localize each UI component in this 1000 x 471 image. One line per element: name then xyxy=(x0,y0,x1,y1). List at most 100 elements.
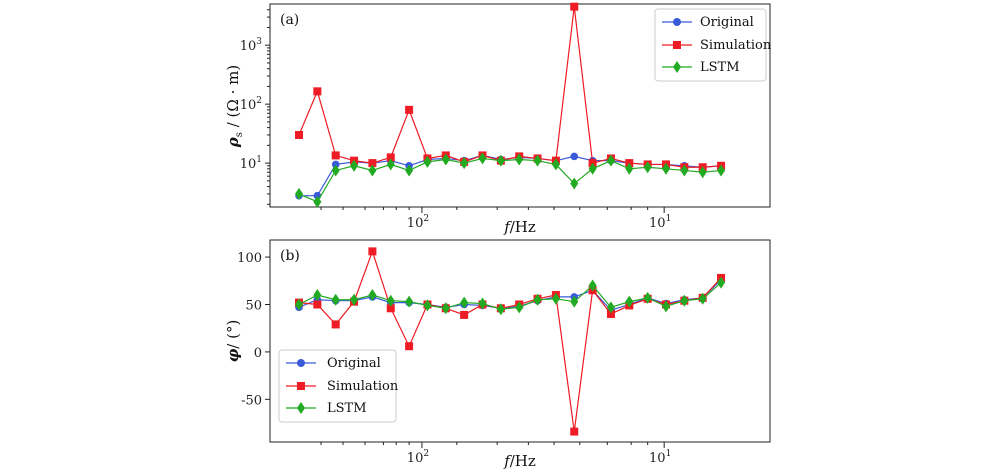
point-lstm-b-7 xyxy=(423,299,432,312)
point-simulation-b-6 xyxy=(405,342,414,351)
point-lstm-a-22 xyxy=(698,166,707,179)
ytick-label-a-2: 103 xyxy=(240,37,263,54)
legend-marker-original xyxy=(297,359,305,367)
legend-box xyxy=(278,349,397,423)
point-lstm-b-13 xyxy=(533,293,542,306)
legend-entry-lstm: LSTM xyxy=(286,401,367,416)
ytick-label-b-2: 50 xyxy=(245,298,262,313)
point-lstm-b-19 xyxy=(643,291,652,304)
point-lstm-b-9 xyxy=(460,296,469,309)
xtick-label-a-1: 101 xyxy=(649,214,671,231)
point-lstm-b-20 xyxy=(662,300,670,313)
panel-a-frame xyxy=(269,3,771,208)
legend-label-simulation: Simulation xyxy=(327,379,399,394)
legend-entry-simulation: Simulation xyxy=(662,38,772,53)
legend-label-lstm: LSTM xyxy=(327,401,367,416)
point-original-a-15 xyxy=(570,152,579,161)
point-lstm-a-7 xyxy=(423,155,432,168)
point-lstm-b-2 xyxy=(331,293,340,306)
point-lstm-a-18 xyxy=(625,162,634,175)
point-simulation-a-2 xyxy=(331,151,340,160)
point-lstm-a-3 xyxy=(350,159,359,172)
legend-label-original: Original xyxy=(700,15,754,30)
point-lstm-a-15 xyxy=(570,177,579,190)
point-lstm-b-8 xyxy=(441,302,450,315)
point-simulation-a-0 xyxy=(295,130,303,139)
point-simulation-a-15 xyxy=(570,2,579,11)
point-simulation-a-4 xyxy=(368,159,377,168)
legend-entry-original: Original xyxy=(286,356,381,371)
point-lstm-b-14 xyxy=(551,292,560,305)
point-lstm-a-11 xyxy=(496,154,505,167)
panel-b-ticks: -50 0 50 100 102 101 xyxy=(237,251,671,466)
point-lstm-a-17 xyxy=(606,154,615,167)
panel-a-resistivity: (a) 101 102 103 102 101 ρs / (Ω · m) f/Hz Or… xyxy=(224,2,772,236)
ytick-label-a-0: 101 xyxy=(240,155,262,172)
point-lstm-b-23 xyxy=(717,276,726,289)
ytick-label-b-0: -50 xyxy=(241,393,262,408)
point-lstm-b-3 xyxy=(350,293,359,306)
panel-b-phase: (b) -50 0 50 100 102 101 φ/ (°) f/Hz Original… xyxy=(224,239,771,470)
point-lstm-b-22 xyxy=(698,292,707,305)
point-lstm-a-21 xyxy=(680,164,689,177)
ytick-label-a-1: 102 xyxy=(240,96,262,113)
point-lstm-a-6 xyxy=(405,164,414,177)
point-simulation-b-17 xyxy=(606,309,615,318)
point-simulation-b-2 xyxy=(331,320,340,329)
legend-label-lstm: LSTM xyxy=(700,60,740,75)
legend-marker-lstm xyxy=(297,402,305,414)
point-simulation-a-5 xyxy=(386,153,395,162)
panel-a-series xyxy=(295,2,726,208)
point-lstm-a-16 xyxy=(588,162,597,175)
panel-b-ylabel: φ/ (°) xyxy=(224,320,242,363)
xtick-label-a-0: 102 xyxy=(407,214,429,231)
panel-a-ylabel: ρs / (Ω · m) xyxy=(224,65,245,148)
point-lstm-b-16 xyxy=(588,279,597,292)
xtick-label-b-0: 102 xyxy=(407,449,429,466)
point-lstm-a-13 xyxy=(533,154,542,167)
point-lstm-a-4 xyxy=(368,164,377,177)
legend-marker-original xyxy=(673,18,681,26)
point-lstm-a-1 xyxy=(313,195,322,208)
point-simulation-a-6 xyxy=(405,105,414,114)
legend-label-original: Original xyxy=(327,356,381,371)
point-lstm-b-11 xyxy=(496,303,505,316)
legend-entry-lstm: LSTM xyxy=(662,60,740,75)
panel-a-label: (a) xyxy=(280,12,299,28)
point-lstm-a-0 xyxy=(295,187,303,200)
xtick-label-b-1: 101 xyxy=(649,449,671,466)
panel-b-series xyxy=(295,247,726,436)
point-lstm-b-0 xyxy=(295,298,303,311)
legend-box xyxy=(654,8,767,82)
point-lstm-a-2 xyxy=(331,164,340,177)
point-lstm-b-1 xyxy=(313,289,322,302)
point-original-a-2 xyxy=(331,160,340,169)
point-lstm-b-21 xyxy=(680,294,689,307)
point-lstm-a-5 xyxy=(386,158,395,171)
legend-label-simulation: Simulation xyxy=(700,38,772,53)
panel-b-xlabel: f/Hz xyxy=(503,452,536,470)
point-lstm-a-23 xyxy=(717,164,726,177)
point-lstm-a-20 xyxy=(662,162,670,175)
series-line-original-b xyxy=(298,279,722,311)
point-simulation-b-15 xyxy=(570,427,579,436)
panel-a-legend: Original Simulation LSTM xyxy=(654,8,772,82)
panel-a-xlabel: f/Hz xyxy=(503,218,536,236)
ytick-label-b-1: 0 xyxy=(254,346,262,361)
panel-a-ticks: 101 102 103 102 101 xyxy=(240,9,671,231)
series-line-lstm-b xyxy=(298,282,722,310)
panel-b-frame xyxy=(269,239,771,443)
point-lstm-a-8 xyxy=(441,153,450,166)
point-lstm-b-4 xyxy=(368,289,377,302)
point-simulation-b-4 xyxy=(368,247,377,256)
point-simulation-b-1 xyxy=(313,300,322,309)
ytick-label-b-3: 100 xyxy=(237,251,262,266)
legend-marker-simulation xyxy=(297,382,305,390)
point-lstm-b-6 xyxy=(405,295,414,308)
point-lstm-b-17 xyxy=(606,301,615,314)
panel-b-legend: Original Simulation LSTM xyxy=(278,349,399,423)
point-lstm-a-14 xyxy=(551,158,560,171)
legend-marker-lstm xyxy=(673,61,681,73)
point-lstm-b-18 xyxy=(625,295,634,308)
